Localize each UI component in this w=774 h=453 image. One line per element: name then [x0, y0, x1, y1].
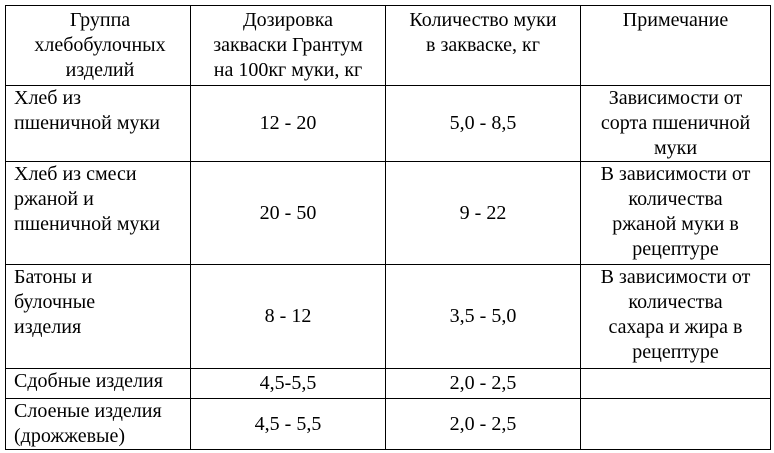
- table-cell: Батоны и булочные изделия: [5, 264, 191, 369]
- table-row: Сдобные изделия 4,5-5,5 2,0 - 2,5: [5, 368, 771, 399]
- cell-text: булочные: [14, 291, 96, 313]
- cell-text: 5,0 - 8,5: [449, 112, 517, 134]
- cell-text: количества: [628, 291, 723, 313]
- cell-text: изделия: [14, 316, 82, 338]
- table-cell: 3,5 - 5,0: [385, 264, 581, 369]
- table-cell: Хлеб из смеси ржаной и пшеничной муки: [5, 161, 191, 265]
- cell-text: Зависимости от: [608, 87, 743, 109]
- table-cell: 2,0 - 2,5: [385, 368, 581, 399]
- cell-text: В зависимости от: [600, 266, 751, 288]
- cell-text: Батоны и: [14, 266, 93, 288]
- table-cell: Хлеб из пшеничной муки: [5, 85, 191, 162]
- cell-text: сорта пшеничной: [600, 112, 751, 134]
- cell-text: Группа: [69, 9, 131, 31]
- header-row: Группа хлебобулочных изделий Дозировка заква…: [5, 5, 771, 86]
- table-cell: Сдобные изделия: [5, 368, 191, 399]
- cell-text: 4,5 - 5,5: [254, 412, 322, 435]
- cell-text: Хлеб из: [14, 87, 82, 109]
- cell-text: 3,5 - 5,0: [449, 305, 517, 327]
- cell-text: Сдобные изделия: [14, 370, 163, 392]
- cell-text: 4,5-5,5: [259, 372, 317, 394]
- cell-text: рецептуре: [632, 341, 719, 363]
- table-cell: В зависимости от количества ржаной муки в р…: [580, 161, 771, 265]
- cell-text: 12 - 20: [259, 112, 317, 134]
- table-cell: [580, 398, 771, 450]
- cell-text: пшеничной муки: [14, 213, 160, 235]
- cell-text: 9 - 22: [459, 201, 507, 224]
- cell-text: количества: [628, 188, 723, 210]
- table-cell: 4,5 - 5,5: [190, 398, 386, 450]
- table-cell: 12 - 20: [190, 85, 386, 162]
- cell-text: пшеничной муки: [14, 112, 160, 134]
- cell-text: Хлеб из смеси: [14, 163, 137, 185]
- cell-text: рецептуре: [632, 238, 719, 260]
- header-cell: Примечание: [580, 5, 771, 86]
- table-cell: 5,0 - 8,5: [385, 85, 581, 162]
- cell-text: ржаной муки в: [612, 213, 739, 235]
- header-cell: Группа хлебобулочных изделий: [5, 5, 191, 86]
- table-row: Хлеб из пшеничной муки 12 - 20 5,0 - 8,5 Зав…: [5, 85, 771, 162]
- cell-text: в закваске, кг: [426, 34, 540, 56]
- table-cell: 4,5-5,5: [190, 368, 386, 399]
- cell-text: Примечание: [622, 9, 729, 31]
- cell-text: 20 - 50: [259, 201, 317, 224]
- cell-text: Количество муки: [409, 9, 557, 31]
- table-cell: 9 - 22: [385, 161, 581, 265]
- cell-text: 2,0 - 2,5: [449, 412, 517, 435]
- cell-text: Дозировка: [243, 9, 333, 31]
- table-row: Хлеб из смеси ржаной и пшеничной муки 20 - …: [5, 161, 771, 265]
- table-row: Слоеные изделия (дрожжевые) 4,5 - 5,5 2,0 -…: [5, 398, 771, 450]
- table-cell: [580, 368, 771, 399]
- cell-text: изделий: [65, 59, 135, 81]
- table-cell: Слоеные изделия (дрожжевые): [5, 398, 191, 450]
- cell-text: муки: [653, 137, 698, 159]
- cell-text: 8 - 12: [264, 305, 312, 327]
- table-cell: 2,0 - 2,5: [385, 398, 581, 450]
- table: Группа хлебобулочных изделий Дозировка заква…: [5, 5, 771, 450]
- cell-text: Слоеные изделия: [14, 400, 162, 422]
- cell-text: хлебобулочных: [34, 34, 166, 56]
- cell-text: ржаной и: [14, 188, 94, 210]
- header-cell: Дозировка закваски Грантум на 100кг муки, …: [190, 5, 386, 86]
- cell-text: на 100кг муки, кг: [213, 59, 363, 81]
- table-cell: 20 - 50: [190, 161, 386, 265]
- header-cell: Количество муки в закваске, кг: [385, 5, 581, 86]
- table-row: Батоны и булочные изделия 8 - 12 3,5 - 5,0 В …: [5, 264, 771, 369]
- cell-text: сахара и жира в: [608, 316, 743, 338]
- cell-text: В зависимости от: [600, 163, 751, 185]
- table-cell: В зависимости от количества сахара и жира …: [580, 264, 771, 369]
- cell-text: 2,0 - 2,5: [449, 372, 517, 394]
- table-cell: Зависимости от сорта пшеничной муки: [580, 85, 771, 162]
- cell-text: (дрожжевые): [14, 425, 126, 447]
- cell-text: закваски Грантум: [213, 34, 363, 56]
- table-cell: 8 - 12: [190, 264, 386, 369]
